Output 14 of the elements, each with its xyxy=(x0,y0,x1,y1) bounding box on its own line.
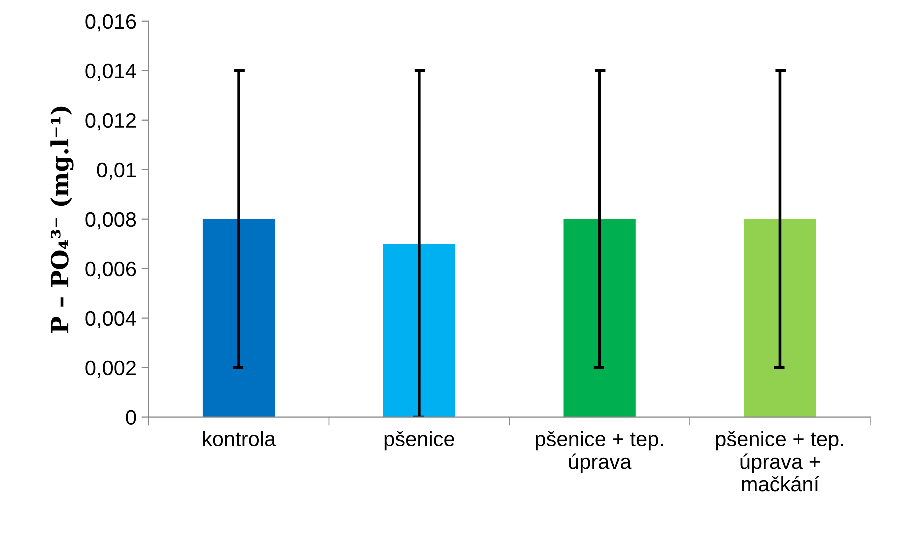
x-tick-label: kontrola xyxy=(203,431,276,446)
y-tick-label: 0,008 xyxy=(86,212,136,230)
y-tick-label: 0 xyxy=(126,410,136,426)
y-tick-label: 0,006 xyxy=(86,262,136,280)
y-tick-label: 0,014 xyxy=(86,64,136,82)
y-tick-label: 0,012 xyxy=(86,113,136,131)
x-tick-label: pšenice + tep. úprava + mačkání xyxy=(716,431,844,492)
x-tick-label: pšenice + tep. úprava xyxy=(536,431,664,474)
y-tick-label: 0,01 xyxy=(97,162,136,180)
y-tick-label: 0,016 xyxy=(86,14,136,32)
y-tick-label: 0,004 xyxy=(86,311,136,329)
y-tick-label: 0,002 xyxy=(86,360,136,378)
x-tick-label: pšenice xyxy=(384,431,454,451)
y-axis-title: P – PO₄³⁻ (mg.l⁻¹) xyxy=(50,106,74,333)
